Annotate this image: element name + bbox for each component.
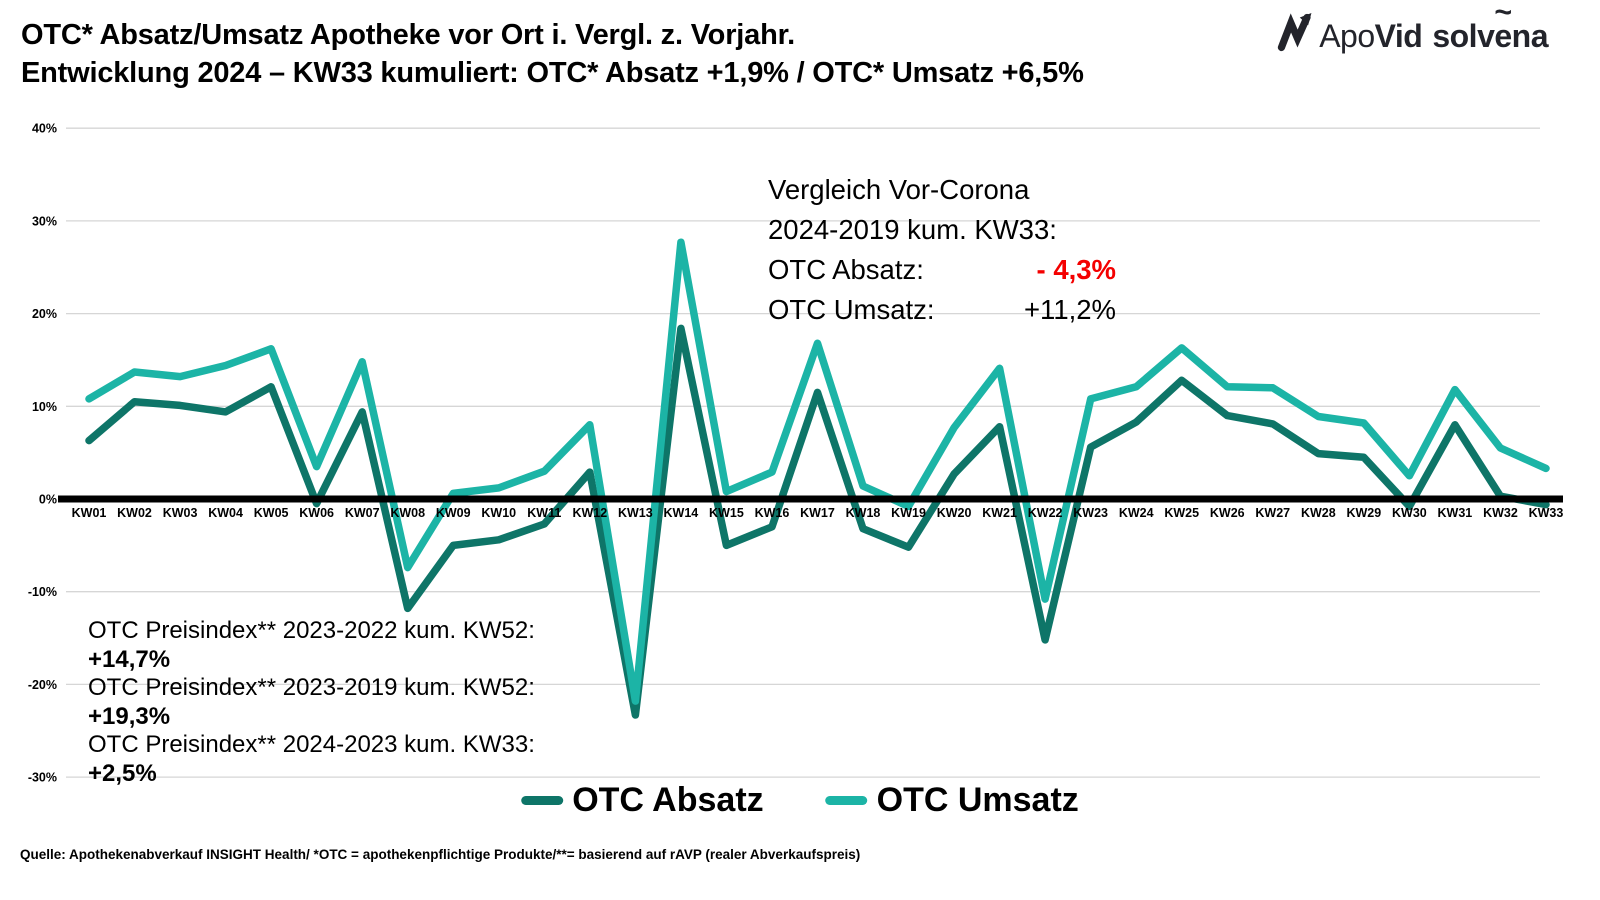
vor-corona-absatz-label: OTC Absatz: (768, 254, 924, 285)
preisindex-value-2: +19,3% (88, 702, 171, 730)
x-axis-tick-label: KW21 (982, 506, 1017, 520)
y-axis-tick-label: 40% (32, 122, 57, 136)
x-axis-tick-label: KW16 (755, 506, 790, 520)
preisindex-value-3: +2,5% (88, 759, 157, 787)
x-axis-tick-label: KW15 (709, 506, 744, 520)
vor-corona-annotation: Vergleich Vor-Corona 2024-2019 kum. KW33… (768, 170, 1116, 330)
source-note: Quelle: Apothekenabverkauf INSIGHT Healt… (20, 847, 861, 862)
page-title: OTC* Absatz/Umsatz Apotheke vor Ort i. V… (21, 16, 1084, 92)
x-axis-tick-label: KW19 (891, 506, 926, 520)
x-axis-tick-label: KW12 (572, 506, 607, 520)
y-axis-tick-label: -30% (28, 771, 57, 785)
y-axis-tick-label: 20% (32, 307, 57, 321)
title-line-2: Entwicklung 2024 – KW33 kumuliert: OTC* … (21, 57, 1084, 89)
vor-corona-umsatz-label: OTC Umsatz: (768, 294, 935, 325)
x-axis-tick-label: KW11 (527, 506, 561, 520)
absatz-legend-swatch (521, 796, 564, 805)
logo-text: ApoVid solve ~ na (1319, 0, 1548, 56)
y-axis-tick-label: -20% (28, 678, 57, 692)
preisindex-label-1: OTC Preisindex** 2023-2022 kum. KW52: (88, 617, 535, 644)
x-axis-tick-label: KW28 (1301, 506, 1336, 520)
x-axis-tick-label: KW25 (1164, 506, 1199, 520)
x-axis-tick-label: KW27 (1255, 506, 1290, 520)
vor-corona-line1: Vergleich Vor-Corona (768, 174, 1030, 205)
absatz-line (85, 324, 1550, 719)
tilde-accent: ~ (1494, 0, 1512, 30)
zigzag-arrow-icon (1278, 13, 1312, 52)
preisindex-annotation: OTC Preisindex** 2023-2022 kum. KW52: +1… (88, 617, 535, 788)
x-axis-tick-label: KW08 (390, 506, 425, 520)
logo-word-apo: Apo (1319, 18, 1375, 54)
umsatz-legend-label: OTC Umsatz (876, 781, 1079, 819)
vor-corona-absatz-value: - 4,3% (1036, 254, 1116, 285)
y-axis-tick-label: 0% (39, 493, 57, 507)
x-axis-tick-label: KW02 (117, 506, 152, 520)
preisindex-label-2: OTC Preisindex** 2023-2019 kum. KW52: (88, 674, 535, 701)
y-axis-tick-label: 10% (32, 400, 57, 414)
preisindex-label-3: OTC Preisindex** 2024-2023 kum. KW33: (88, 731, 535, 758)
x-axis-tick-label: KW03 (163, 506, 198, 520)
chart-legend: OTC Absatz OTC Umsatz (521, 781, 1079, 820)
x-axis-tick-label: KW26 (1210, 506, 1245, 520)
vor-corona-line2: 2024-2019 kum. KW33: (768, 214, 1057, 245)
logo-word-solvena: solve ~ na (1432, 0, 1548, 54)
x-axis-tick-label: KW29 (1346, 506, 1381, 520)
x-axis-tick-label: KW22 (1028, 506, 1063, 520)
x-axis-tick-label: KW17 (800, 506, 835, 520)
x-axis-tick-label: KW23 (1073, 506, 1108, 520)
x-axis-tick-label: KW07 (345, 506, 380, 520)
y-axis-tick-label: 30% (32, 214, 57, 228)
x-axis-tick-label: KW20 (937, 506, 972, 520)
legend-item-umsatz: OTC Umsatz (825, 781, 1079, 820)
umsatz-line (85, 238, 1550, 705)
logo-word-vid: Vid (1374, 18, 1423, 54)
title-line-1: OTC* Absatz/Umsatz Apotheke vor Ort i. V… (21, 19, 795, 51)
x-axis-tick-label: KW31 (1438, 506, 1473, 520)
x-axis-tick-label: KW14 (664, 506, 699, 520)
absatz-legend-label: OTC Absatz (572, 781, 764, 819)
x-axis-tick-label: KW05 (254, 506, 289, 520)
x-axis-tick-label: KW09 (436, 506, 471, 520)
x-axis-tick-label: KW06 (299, 506, 334, 520)
legend-item-absatz: OTC Absatz (521, 781, 764, 820)
x-axis-tick-label: KW10 (481, 506, 516, 520)
x-axis-tick-label: KW30 (1392, 506, 1427, 520)
x-axis-tick-label: KW24 (1119, 506, 1154, 520)
x-axis-tick-label: KW18 (846, 506, 881, 520)
preisindex-value-1: +14,7% (88, 645, 171, 673)
x-axis-tick-label: KW32 (1483, 506, 1518, 520)
logo: ApoVid solve ~ na (1277, 0, 1549, 56)
umsatz-legend-swatch (825, 796, 868, 805)
x-axis-tick-label: KW01 (72, 506, 107, 520)
x-axis-tick-label: KW33 (1529, 506, 1564, 520)
vor-corona-umsatz-value: +11,2% (1024, 294, 1116, 325)
x-axis-tick-label: KW04 (208, 506, 243, 520)
y-axis-tick-label: -10% (28, 585, 57, 599)
x-axis-tick-label: KW13 (618, 506, 653, 520)
